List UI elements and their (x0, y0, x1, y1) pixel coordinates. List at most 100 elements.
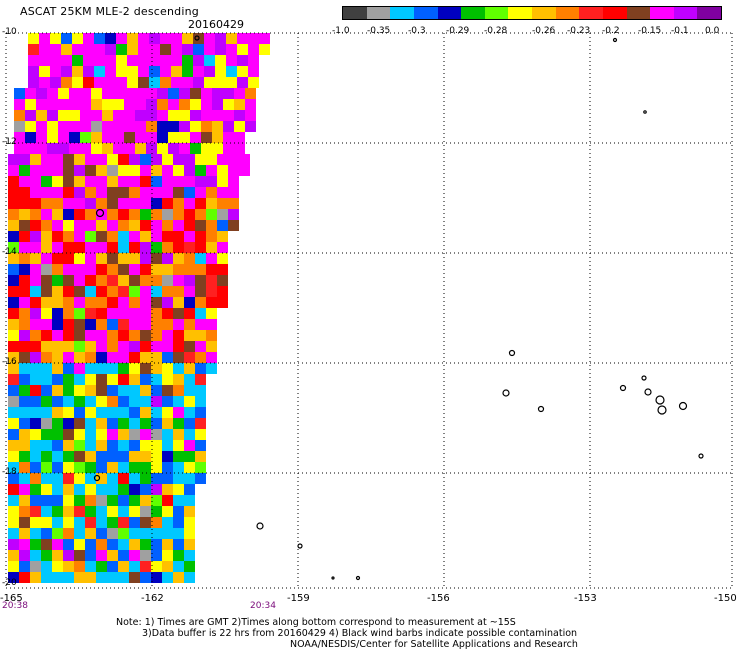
swath-cell (107, 242, 118, 253)
swath-cell (206, 330, 217, 341)
swath-cell (107, 495, 118, 506)
swath-cell (162, 429, 173, 440)
island-outline (508, 349, 516, 357)
swath-cell (226, 66, 237, 77)
swath-cell (85, 154, 96, 165)
swath-cell (237, 44, 248, 55)
swath-cell (226, 77, 237, 88)
swath-cell (74, 517, 85, 528)
swath-cell (118, 176, 129, 187)
swath-cell (195, 308, 206, 319)
swath-cell (201, 88, 212, 99)
swath-cell (41, 198, 52, 209)
swath-cell (217, 242, 228, 253)
swath-cell (107, 473, 118, 484)
swath-cell (19, 286, 30, 297)
swath-cell (195, 396, 206, 407)
swath-cell (63, 506, 74, 517)
swath-cell (173, 528, 184, 539)
swath-cell (30, 165, 41, 176)
swath-cell (184, 198, 195, 209)
swath-cell (204, 77, 215, 88)
swath-cell (91, 132, 102, 143)
swath-cell (173, 363, 184, 374)
swath-cell (107, 176, 118, 187)
swath-cell (195, 242, 206, 253)
swath-cell (74, 440, 85, 451)
swath-cell (162, 330, 173, 341)
swath-cell (80, 99, 91, 110)
swath-cell (63, 286, 74, 297)
swath-cell (102, 99, 113, 110)
colorbar-label: -0.23 (567, 26, 591, 36)
swath-cell (151, 363, 162, 374)
swath-cell (215, 33, 226, 44)
swath-cell (160, 44, 171, 55)
swath-cell (160, 66, 171, 77)
colorbar-swatch (626, 7, 651, 19)
swath-cell (206, 275, 217, 286)
swath-cell (146, 121, 157, 132)
swath-cell (168, 143, 179, 154)
swath-cell (226, 55, 237, 66)
swath-cell (201, 132, 212, 143)
map-date: 20160429 (188, 18, 244, 31)
swath-cell (140, 440, 151, 451)
swath-cell (135, 99, 146, 110)
swath-cell (129, 187, 140, 198)
swath-cell (179, 99, 190, 110)
swath-cell (171, 55, 182, 66)
swath-cell (151, 352, 162, 363)
swath-cell (52, 209, 63, 220)
swath-cell (85, 440, 96, 451)
swath-cell (127, 66, 138, 77)
swath-cell (190, 99, 201, 110)
swath-cell (41, 396, 52, 407)
swath-cell (28, 55, 39, 66)
swath-cell (151, 253, 162, 264)
swath-cell (195, 418, 206, 429)
swath-cell (182, 33, 193, 44)
swath-cell (74, 209, 85, 220)
swath-cell (52, 550, 63, 561)
swath-cell (160, 55, 171, 66)
swath-cell (206, 231, 217, 242)
swath-cell (96, 176, 107, 187)
swath-cell (74, 429, 85, 440)
swath-cell (85, 451, 96, 462)
swath-cell (52, 275, 63, 286)
swath-cell (85, 264, 96, 275)
swath-cell (151, 550, 162, 561)
swath-cell (138, 55, 149, 66)
swath-cell (91, 121, 102, 132)
swath-cell (52, 561, 63, 572)
swath-cell (52, 176, 63, 187)
swath-cell (173, 319, 184, 330)
swath-cell (259, 44, 270, 55)
swath-cell (102, 121, 113, 132)
swath-cell (118, 484, 129, 495)
swath-cell (223, 88, 234, 99)
swath-cell (69, 88, 80, 99)
swath-cell (228, 220, 239, 231)
swath-cell (195, 407, 206, 418)
swath-cell (140, 418, 151, 429)
swath-cell (107, 396, 118, 407)
swath-cell (140, 165, 151, 176)
swath-cell (118, 407, 129, 418)
swath-cell (140, 330, 151, 341)
swath-cell (129, 209, 140, 220)
island-outline (641, 375, 647, 381)
swath-cell (162, 418, 173, 429)
swath-cell (8, 264, 19, 275)
swath-cell (107, 374, 118, 385)
swath-cell (184, 418, 195, 429)
swath-cell (212, 99, 223, 110)
swath-cell (217, 165, 228, 176)
swath-cell (184, 495, 195, 506)
swath-cell (107, 528, 118, 539)
swath-cell (36, 143, 47, 154)
swath-cell (151, 407, 162, 418)
swath-cell (28, 33, 39, 44)
swath-cell (39, 77, 50, 88)
